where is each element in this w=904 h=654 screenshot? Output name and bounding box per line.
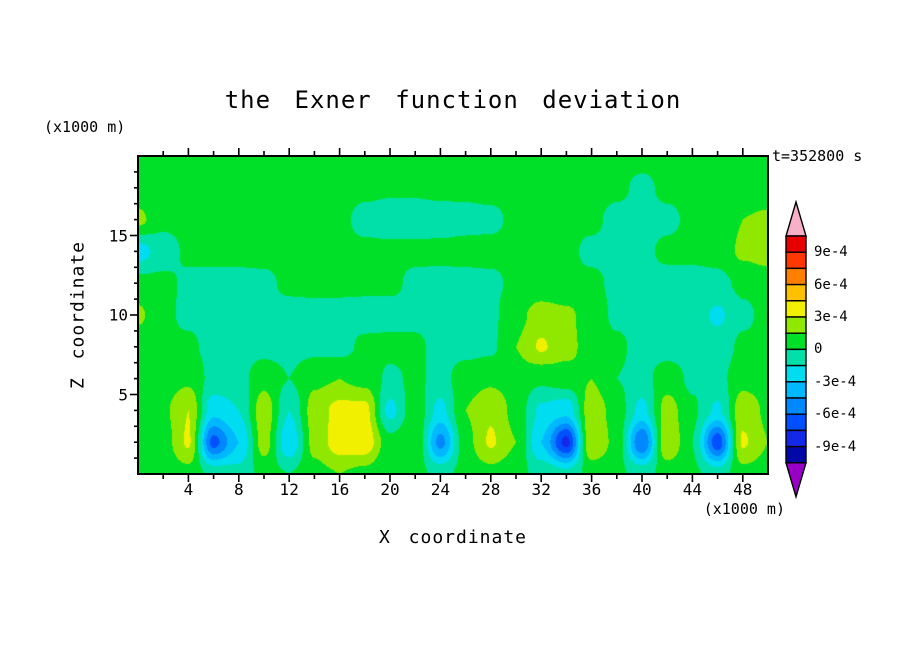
colorbar-arrow-bottom <box>785 462 807 500</box>
colorbar-box <box>785 381 807 399</box>
y-tick-label: 5 <box>118 385 128 404</box>
colorbar-label: 9e-4 <box>814 244 848 261</box>
x-tick-label: 24 <box>430 480 451 499</box>
colorbar-label: -3e-4 <box>814 373 857 390</box>
colorbar-box <box>785 397 807 415</box>
colorbar-label: 6e-4 <box>814 276 848 293</box>
x-tick-label: 4 <box>183 480 194 499</box>
colorbar-label: -9e-4 <box>814 438 857 455</box>
colorbar-box <box>785 445 807 464</box>
colorbar-box <box>785 348 807 367</box>
colorbar-arrow-top <box>785 200 807 237</box>
colorbar-box <box>785 251 807 270</box>
x-tick-label: 32 <box>531 480 551 499</box>
colorbar-box <box>785 316 807 334</box>
x-tick-label: 28 <box>481 480 501 499</box>
contour-canvas <box>138 156 768 474</box>
x-axis-label: X coordinate <box>378 527 528 548</box>
colorbar-box <box>785 267 807 286</box>
x-tick-label: 12 <box>279 480 299 499</box>
y-tick-label: 10 <box>108 305 128 325</box>
x-tick-label: 44 <box>682 480 703 499</box>
colorbar-box <box>785 332 807 351</box>
x-axis-unit: (x1000 m) <box>703 500 785 518</box>
colorbar-box <box>785 413 807 432</box>
x-tick-label: 36 <box>581 480 602 499</box>
x-tick-label: 8 <box>233 480 244 499</box>
colorbar: 9e-4 6e-4 3e-4 0 -3e-4 -6e-4 -9e-4 <box>780 200 900 510</box>
x-tick-label: 16 <box>329 480 350 499</box>
colorbar-box <box>785 364 807 383</box>
colorbar-label: 3e-4 <box>814 309 848 325</box>
time-label: t=352800 s <box>772 147 863 165</box>
chart-title: the Exner function deviation <box>224 86 682 114</box>
colorbar-box <box>785 283 807 302</box>
colorbar-label: -6e-4 <box>814 406 857 423</box>
x-tick-label: 40 <box>632 480 652 499</box>
colorbar-svg <box>785 200 807 500</box>
y-tick-label: 15 <box>108 226 128 245</box>
x-tick-label: 48 <box>733 480 753 499</box>
colorbar-box <box>785 300 807 318</box>
z-axis-unit: (x1000 m) <box>44 118 126 136</box>
colorbar-label: 0 <box>814 341 823 358</box>
plot-area <box>138 156 768 474</box>
colorbar-box <box>785 235 807 253</box>
x-tick-label: 20 <box>380 480 400 499</box>
colorbar-box <box>785 429 807 448</box>
z-axis-label: Z coordinate <box>67 240 89 390</box>
